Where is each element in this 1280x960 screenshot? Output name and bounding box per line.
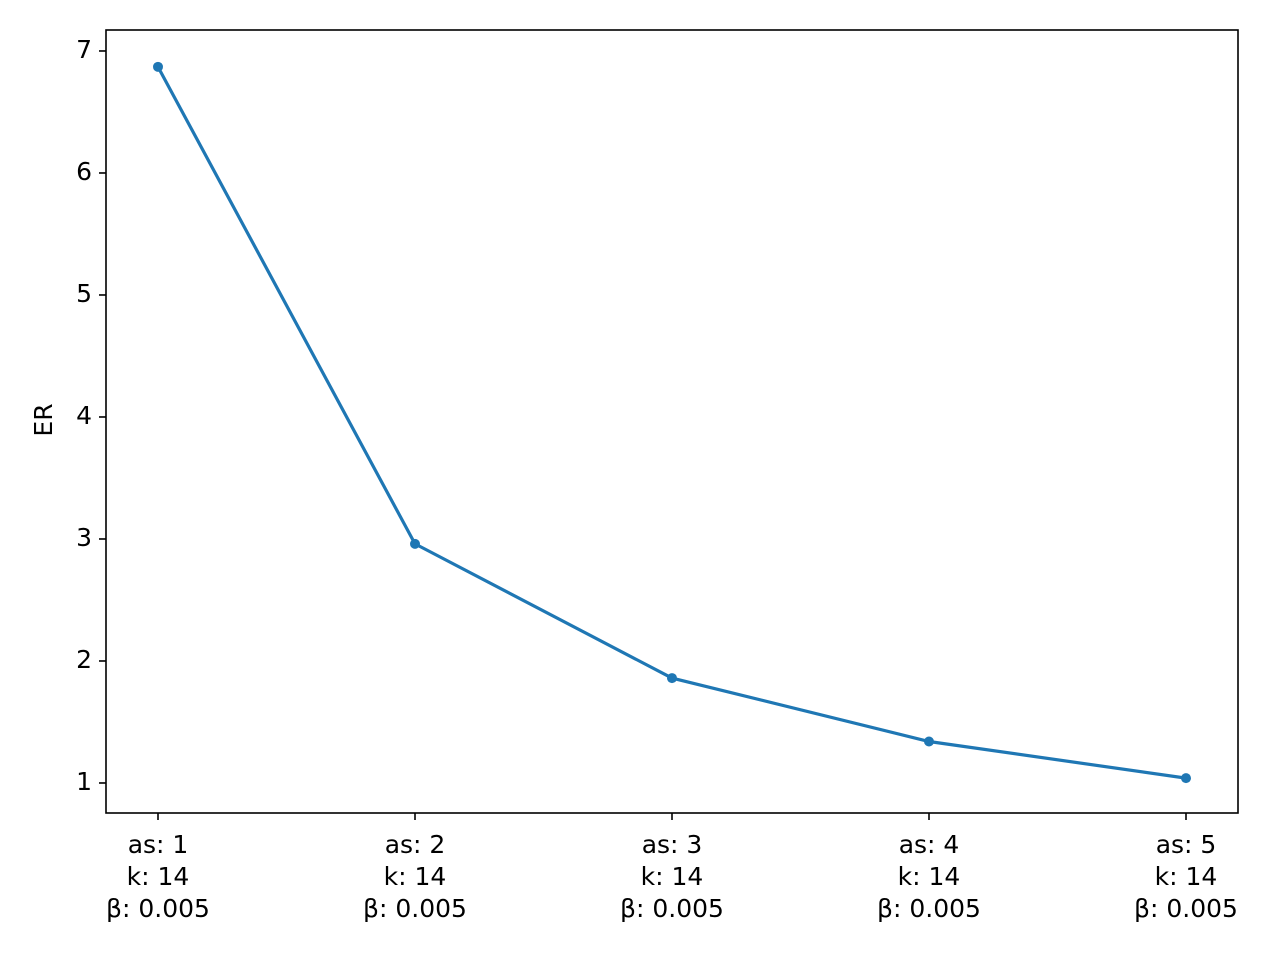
x-tick-label: k: 14 [127,862,190,891]
x-tick-label: as: 4 [899,830,960,859]
x-tick-label: k: 14 [641,862,704,891]
point [667,673,677,684]
point [410,538,420,549]
y-tick-label: 3 [76,523,92,552]
x-tick-label: k: 14 [384,862,447,891]
x-tick-label: as: 1 [128,830,189,859]
y-tick-label: 5 [76,279,92,308]
y-axis-label: ER [29,403,58,436]
y-tick-label: 1 [76,767,92,796]
x-tick-label: β: 0.005 [877,894,981,923]
x-tick-label: β: 0.005 [1134,894,1238,923]
y-tick-label: 7 [76,35,92,64]
y-tick-label: 6 [76,157,92,186]
point [924,736,934,747]
x-tick-label: k: 14 [898,862,961,891]
x-tick-label: as: 3 [642,830,703,859]
x-tick-label: β: 0.005 [363,894,467,923]
x-tick-label: β: 0.005 [106,894,210,923]
x-tick-label: as: 2 [385,830,446,859]
x-tick-label: β: 0.005 [620,894,724,923]
plot-frame [105,29,1239,814]
x-tick-label: as: 5 [1156,830,1217,859]
y-tick-label: 2 [76,645,92,674]
x-tick-label: k: 14 [1155,862,1218,891]
point [1181,773,1191,784]
y-tick-label: 4 [76,401,92,430]
point [153,61,163,72]
